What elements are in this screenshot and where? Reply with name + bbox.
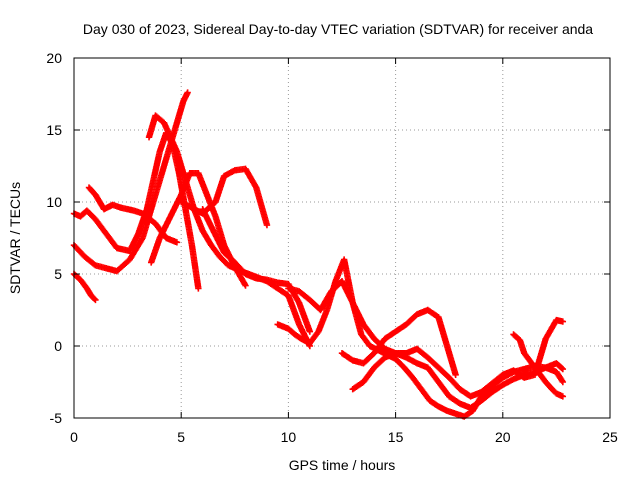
series-sat-c — [85, 184, 181, 246]
y-tick-label: -5 — [50, 410, 63, 426]
data-point — [263, 221, 271, 229]
y-tick-label: 15 — [46, 122, 62, 138]
series-sat-b — [70, 270, 99, 304]
data-point — [559, 365, 567, 373]
x-tick-label: 15 — [388, 429, 404, 445]
data-point — [173, 239, 181, 246]
series-sat-l — [349, 316, 567, 400]
x-tick-label: 5 — [177, 429, 185, 445]
data-point — [452, 371, 459, 378]
y-axis-title: SDTVAR / TECUs — [7, 182, 23, 294]
data-point-fill — [91, 295, 98, 303]
series-sat-k — [338, 306, 459, 378]
data-point — [559, 318, 567, 325]
x-axis-title: GPS time / hours — [289, 457, 396, 473]
plot-frame — [73, 57, 611, 419]
data-point — [184, 89, 191, 96]
data-point — [92, 296, 99, 304]
data-point — [195, 285, 202, 292]
data-point-fill — [558, 377, 566, 384]
grid — [74, 58, 610, 418]
data-point — [242, 282, 249, 289]
series-sat-m — [510, 331, 567, 400]
y-tick-label: 20 — [46, 50, 62, 66]
series-sat-g — [178, 165, 271, 229]
plot-points — [70, 89, 567, 420]
data-point-fill — [558, 364, 565, 372]
y-tick-label: 10 — [46, 194, 62, 210]
x-tick-label: 10 — [281, 429, 297, 445]
data-point — [559, 378, 567, 386]
series-sat-i — [274, 256, 567, 420]
x-tick-label: 20 — [495, 429, 511, 445]
y-tick-label: 0 — [54, 338, 62, 354]
x-tick-label: 25 — [602, 429, 618, 445]
y-tick-label: 5 — [54, 266, 62, 282]
x-tick-label: 0 — [70, 429, 78, 445]
data-point — [306, 328, 314, 335]
axis-ticks: 0 5 10 15 20 25 -5 0 5 10 15 20 — [46, 50, 618, 445]
chart-title: Day 030 of 2023, Sidereal Day-to-day VTE… — [83, 21, 593, 37]
data-point — [559, 393, 567, 400]
